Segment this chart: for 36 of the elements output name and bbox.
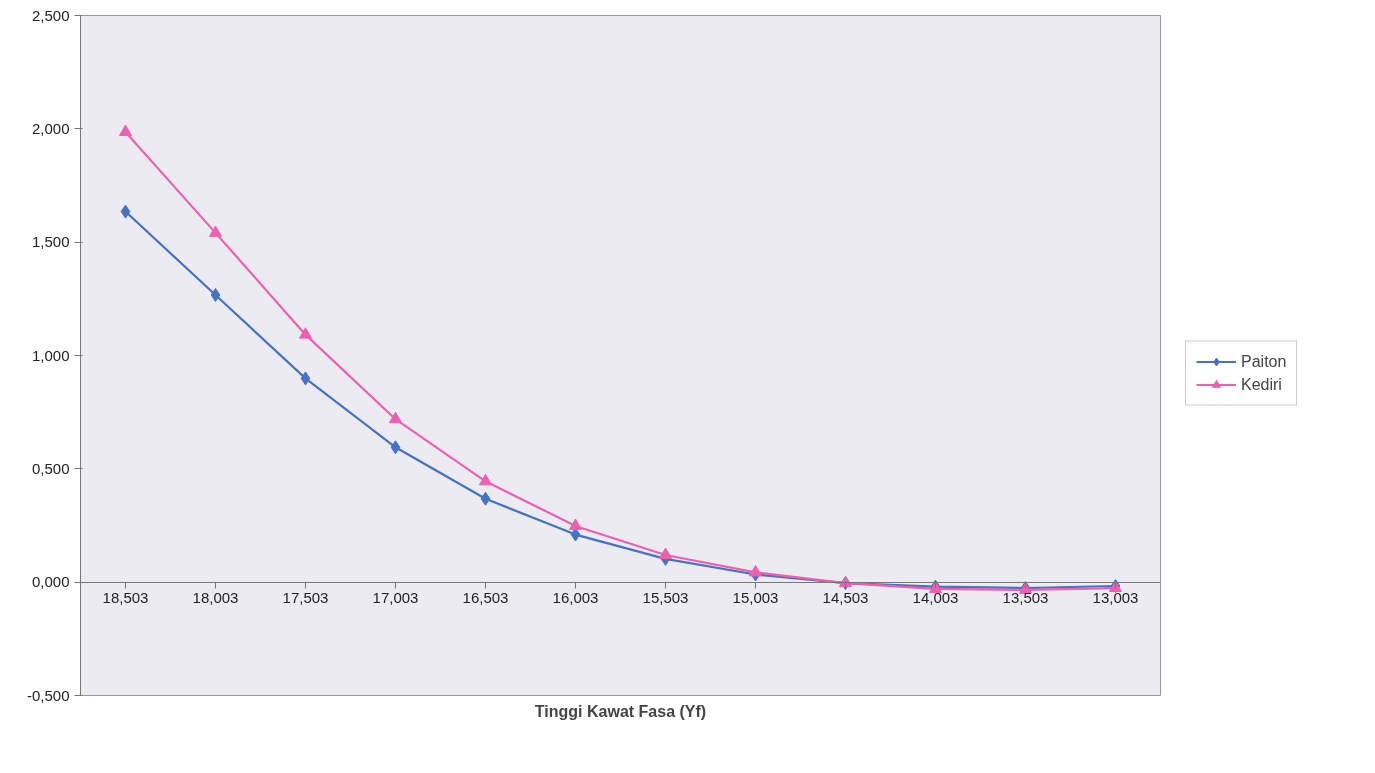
x-tick-label: 14,003 [912,589,959,607]
point [749,564,762,577]
y-tick-label: 1,500 [31,233,70,251]
x-tick-label: 17,503 [282,589,329,607]
x-tick-label: 16,503 [462,589,509,607]
y-tick-label: 0,500 [31,459,70,477]
y-tick-label: 1,000 [31,346,70,364]
y-tick-label: 0,000 [31,573,70,591]
point [300,371,311,386]
point [390,440,401,455]
point [119,124,132,136]
x-tick-label: 18,003 [192,589,239,607]
point [569,518,582,530]
point [120,204,131,219]
legend-label: Paiton [1241,352,1287,371]
x-tick-label: 15,003 [732,589,779,607]
x-tick-label: 13,003 [1092,589,1139,607]
point [299,327,312,339]
point [570,527,581,542]
x-tick-label: 15,503 [642,589,689,607]
x-tick-label: 14,503 [822,589,869,607]
point [480,491,491,506]
x-tick-label: 18,503 [102,589,149,607]
y-tick-label: 2,500 [31,6,70,24]
point [389,411,402,424]
y-tick-label: 2,000 [31,119,70,137]
point [210,287,221,302]
y-tick-label: -0,500 [26,686,70,704]
x-tick-label: 13,503 [1002,589,1049,607]
x-tick-label: 17,003 [372,589,419,607]
point [479,473,492,486]
point [659,547,672,559]
point [209,225,222,237]
x-tick-label: 16,003 [552,589,599,607]
x-axis-title: Tinggi Kawat Fasa (Yf) [534,702,707,720]
legend-label: Kediri [1241,375,1282,394]
